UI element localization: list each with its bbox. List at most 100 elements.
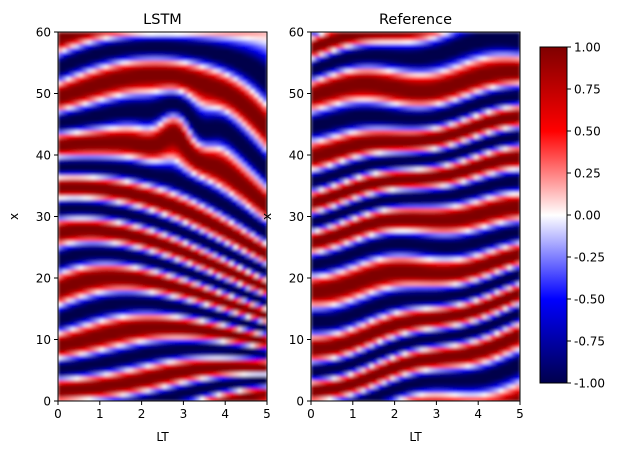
heatmap-cell (229, 384, 235, 390)
heatmap-cell (99, 142, 105, 148)
heatmap-cell (187, 183, 193, 189)
heatmap-cell (120, 101, 126, 107)
heatmap-cell (83, 314, 88, 320)
heatmap-cell (183, 278, 189, 283)
heatmap-cell (225, 310, 230, 316)
heatmap-cell (200, 36, 205, 41)
heatmap-cell (62, 310, 67, 316)
heatmap-cell (319, 44, 325, 49)
heatmap-cell (183, 273, 189, 279)
heatmap-cell (327, 372, 333, 377)
heatmap-cell (183, 347, 189, 353)
heatmap-cell (258, 257, 264, 263)
heatmap-cell (103, 351, 109, 357)
heatmap-cell (133, 196, 139, 201)
heatmap-cell (315, 237, 320, 242)
heatmap-cell (246, 183, 251, 189)
heatmap-cell (191, 122, 197, 127)
heatmap-cell (212, 68, 218, 74)
heatmap-cell (154, 237, 159, 242)
heatmap-cell (225, 89, 230, 95)
heatmap-cell (103, 323, 109, 328)
heatmap-cell (175, 237, 180, 242)
heatmap-cell (212, 40, 218, 45)
heatmap-cell (246, 179, 251, 185)
heatmap-cell (262, 187, 267, 193)
heatmap-cell (137, 183, 143, 189)
heatmap-cell (83, 183, 88, 189)
heatmap-cell (221, 372, 226, 377)
heatmap-cell (162, 224, 168, 230)
heatmap-cell (187, 101, 193, 107)
heatmap-cell (137, 364, 143, 369)
heatmap-cell (216, 159, 222, 164)
heatmap-cell (246, 64, 251, 70)
heatmap-cell (58, 310, 63, 316)
heatmap-cell (225, 245, 230, 250)
heatmap-cell (108, 138, 113, 144)
heatmap-cell (323, 167, 329, 172)
heatmap-cell (129, 306, 134, 312)
heatmap-cell (225, 36, 230, 41)
heatmap-cell (311, 224, 316, 230)
heatmap-cell (145, 204, 151, 209)
heatmap-cell (62, 388, 67, 394)
heatmap-cell (241, 138, 247, 144)
heatmap-cell (191, 114, 197, 119)
heatmap-cell (166, 220, 172, 226)
heatmap-cell (141, 335, 147, 341)
heatmap-cell (254, 380, 260, 386)
heatmap-cell (246, 89, 251, 95)
heatmap-cell (124, 294, 130, 300)
heatmap-cell (225, 241, 230, 246)
heatmap-cell (246, 85, 251, 90)
heatmap-cell (166, 364, 172, 369)
heatmap-cell (204, 40, 210, 45)
heatmap-cell (70, 310, 76, 316)
heatmap-cell (78, 81, 84, 86)
heatmap-cell (175, 335, 180, 341)
heatmap-cell (66, 150, 72, 156)
heatmap-cell (62, 89, 67, 95)
heatmap-cell (262, 351, 267, 357)
heatmap-cell (99, 183, 105, 189)
heatmap-cell (170, 155, 176, 160)
heatmap-cell (120, 339, 126, 345)
heatmap-cell (237, 40, 243, 45)
heatmap-cell (103, 93, 109, 99)
heatmap-cell (87, 245, 93, 250)
heatmap-cell (258, 85, 264, 90)
heatmap-cell (70, 323, 76, 328)
heatmap-cell (70, 392, 76, 398)
heatmap-cell (175, 196, 180, 201)
heatmap-cell (327, 253, 333, 259)
heatmap-cell (145, 392, 151, 398)
heatmap-cell (216, 200, 222, 205)
heatmap-cell (216, 339, 222, 345)
heatmap-cell (229, 314, 235, 320)
heatmap-cell (200, 335, 205, 341)
heatmap-cell (179, 261, 184, 267)
heatmap-cell (158, 130, 164, 136)
heatmap-cell (70, 319, 76, 324)
heatmap-cell (62, 314, 67, 320)
heatmap-cell (120, 273, 126, 279)
heatmap-cell (145, 48, 151, 54)
heatmap-cell (208, 73, 214, 78)
heatmap-cell (250, 241, 256, 246)
heatmap-cell (137, 396, 143, 401)
heatmap-cell (103, 85, 109, 90)
heatmap-cell (108, 245, 113, 250)
heatmap-cell (154, 388, 159, 394)
heatmap-cell (204, 294, 210, 300)
heatmap-cell (103, 368, 109, 373)
heatmap-cell (327, 298, 333, 304)
heatmap-cell (258, 60, 264, 66)
heatmap-cell (216, 93, 222, 99)
heatmap-cell (319, 269, 325, 275)
heatmap-cell (70, 204, 76, 209)
heatmap-cell (262, 392, 267, 398)
heatmap-cell (99, 81, 105, 86)
heatmap-cell (246, 122, 251, 127)
heatmap-cell (237, 159, 243, 164)
